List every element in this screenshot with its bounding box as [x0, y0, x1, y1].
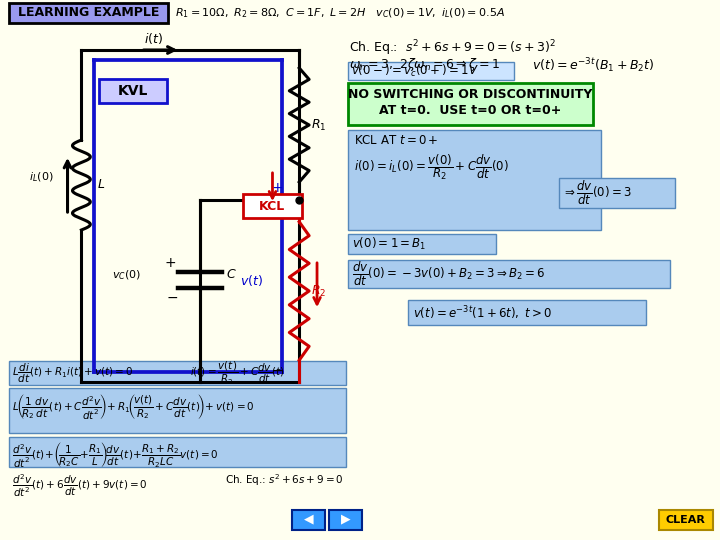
Bar — [9, 388, 346, 433]
Text: $L\dfrac{di}{dt}(t)+R_1i(t)+v(t)=0$: $L\dfrac{di}{dt}(t)+R_1i(t)+v(t)=0$ — [12, 361, 133, 384]
Text: $R_1$: $R_1$ — [311, 117, 326, 132]
Text: $v(0)=1=B_1$: $v(0)=1=B_1$ — [351, 236, 426, 252]
Text: $i(t)=\dfrac{v(t)}{R_2}+C\dfrac{dv}{dt}(t)$: $i(t)=\dfrac{v(t)}{R_2}+C\dfrac{dv}{dt}(… — [190, 360, 285, 387]
Text: CLEAR: CLEAR — [665, 515, 706, 525]
Text: $v(t)=e^{-3t}(B_1+B_2t)$: $v(t)=e^{-3t}(B_1+B_2t)$ — [532, 56, 654, 75]
Text: NO SWITCHING OR DISCONTINUITY: NO SWITCHING OR DISCONTINUITY — [348, 88, 593, 101]
Text: $v(0-)=v_c(0+)=1V$: $v(0-)=v_c(0+)=1V$ — [351, 63, 479, 79]
Bar — [559, 178, 675, 208]
Text: $\Rightarrow\dfrac{dv}{dt}(0)=3$: $\Rightarrow\dfrac{dv}{dt}(0)=3$ — [562, 179, 631, 207]
Text: +: + — [165, 256, 176, 270]
Text: $R_2$: $R_2$ — [311, 284, 326, 299]
Text: $\blacktriangleright$: $\blacktriangleright$ — [338, 513, 352, 527]
Text: $L$: $L$ — [97, 179, 105, 192]
Bar — [348, 62, 514, 80]
Text: $C$: $C$ — [226, 268, 237, 281]
Text: KCL AT $t=0+$: KCL AT $t=0+$ — [354, 134, 438, 147]
Text: $i_L(0)$: $i_L(0)$ — [29, 170, 54, 184]
Bar — [9, 361, 346, 385]
Bar — [348, 234, 496, 254]
Text: $v_C(0)$: $v_C(0)$ — [112, 268, 141, 282]
Text: +: + — [271, 181, 283, 195]
Bar — [292, 510, 325, 530]
Bar — [348, 130, 601, 230]
Text: AT t=0.  USE t=0 OR t=0+: AT t=0. USE t=0 OR t=0+ — [379, 104, 562, 117]
Text: Ch. Eq.: $s^2+6s+9=0$: Ch. Eq.: $s^2+6s+9=0$ — [225, 472, 343, 488]
Text: $i(t)$: $i(t)$ — [144, 31, 163, 46]
Text: $-$: $-$ — [271, 363, 284, 377]
Bar — [348, 260, 670, 288]
Bar — [243, 194, 302, 218]
Text: $R_1=10\Omega,\ R_2=8\Omega,\ C=1F,\ L=2H\quad v_C(0)=1V,\ i_L(0)=0.5A$: $R_1=10\Omega,\ R_2=8\Omega,\ C=1F,\ L=2… — [176, 6, 505, 20]
Bar — [9, 3, 168, 23]
Text: KCL: KCL — [259, 199, 286, 213]
Bar — [99, 79, 166, 103]
Text: LEARNING EXAMPLE: LEARNING EXAMPLE — [17, 6, 159, 19]
Text: $-$: $-$ — [166, 290, 179, 304]
Text: $L\!\left(\!\dfrac{1}{R_2}\dfrac{dv}{dt}(t)+C\dfrac{d^2v}{dt^2}\!\right)\!+R_1\!: $L\!\left(\!\dfrac{1}{R_2}\dfrac{dv}{dt}… — [12, 392, 255, 421]
Text: $v(t)$: $v(t)$ — [240, 273, 263, 287]
Bar — [9, 437, 346, 467]
Text: $\omega_n=3,\ 2\zeta\omega_n=6\Rightarrow\zeta=1$: $\omega_n=3,\ 2\zeta\omega_n=6\Rightarro… — [348, 56, 500, 73]
Bar — [329, 510, 361, 530]
Text: $i(0)=i_L(0)=\dfrac{v(0)}{R_2}+C\dfrac{dv}{dt}(0)$: $i(0)=i_L(0)=\dfrac{v(0)}{R_2}+C\dfrac{d… — [354, 152, 508, 182]
Bar — [659, 510, 713, 530]
Text: $v(t)=e^{-3t}(1+6t),\ t>0$: $v(t)=e^{-3t}(1+6t),\ t>0$ — [413, 304, 552, 322]
Text: Ch. Eq.:  $s^2+6s+9=0=(s+3)^2$: Ch. Eq.: $s^2+6s+9=0=(s+3)^2$ — [348, 38, 556, 58]
Text: $\dfrac{d^2v}{dt^2}(t)\!+\!\left(\!\dfrac{1}{R_2C}\!+\!\dfrac{R_1}{L}\!\right)\!: $\dfrac{d^2v}{dt^2}(t)\!+\!\left(\!\dfra… — [12, 440, 219, 469]
Bar — [348, 83, 593, 125]
Bar — [408, 300, 646, 325]
Text: KVL: KVL — [117, 84, 148, 98]
Text: $\dfrac{d^2v}{dt^2}(t)+6\dfrac{dv}{dt}(t)+9v(t)=0$: $\dfrac{d^2v}{dt^2}(t)+6\dfrac{dv}{dt}(t… — [12, 472, 148, 499]
Text: $\blacktriangleleft$: $\blacktriangleleft$ — [301, 513, 315, 527]
Text: $\dfrac{dv}{dt}(0)=-3v(0)+B_2=3\Rightarrow B_2=6$: $\dfrac{dv}{dt}(0)=-3v(0)+B_2=3\Rightarr… — [351, 260, 545, 288]
